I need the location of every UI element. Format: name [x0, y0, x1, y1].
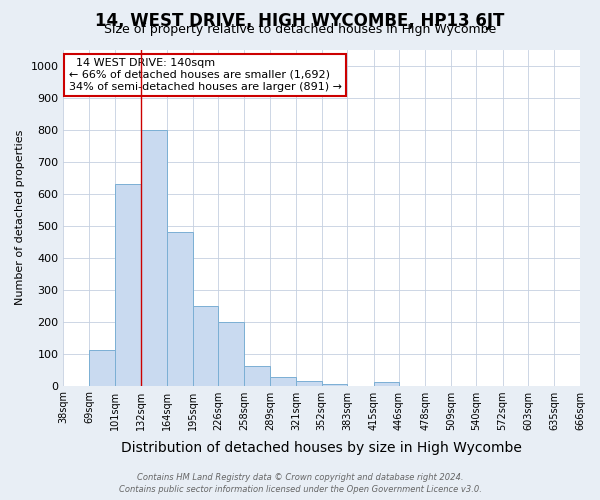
Text: 14 WEST DRIVE: 140sqm  
← 66% of detached houses are smaller (1,692)
34% of semi: 14 WEST DRIVE: 140sqm ← 66% of detached … — [68, 58, 341, 92]
Bar — [296, 380, 322, 386]
Bar — [167, 232, 193, 386]
Bar — [218, 322, 244, 386]
Bar — [322, 384, 347, 386]
Y-axis label: Number of detached properties: Number of detached properties — [15, 130, 25, 306]
Bar — [89, 350, 115, 386]
Text: Size of property relative to detached houses in High Wycombe: Size of property relative to detached ho… — [104, 22, 496, 36]
Bar — [270, 376, 296, 386]
Bar — [141, 130, 167, 386]
Bar — [374, 382, 399, 386]
Bar — [115, 184, 141, 386]
Bar — [244, 366, 270, 386]
Text: Contains HM Land Registry data © Crown copyright and database right 2024.
Contai: Contains HM Land Registry data © Crown c… — [119, 472, 481, 494]
Bar — [193, 306, 218, 386]
Text: 14, WEST DRIVE, HIGH WYCOMBE, HP13 6JT: 14, WEST DRIVE, HIGH WYCOMBE, HP13 6JT — [95, 12, 505, 30]
X-axis label: Distribution of detached houses by size in High Wycombe: Distribution of detached houses by size … — [121, 441, 522, 455]
